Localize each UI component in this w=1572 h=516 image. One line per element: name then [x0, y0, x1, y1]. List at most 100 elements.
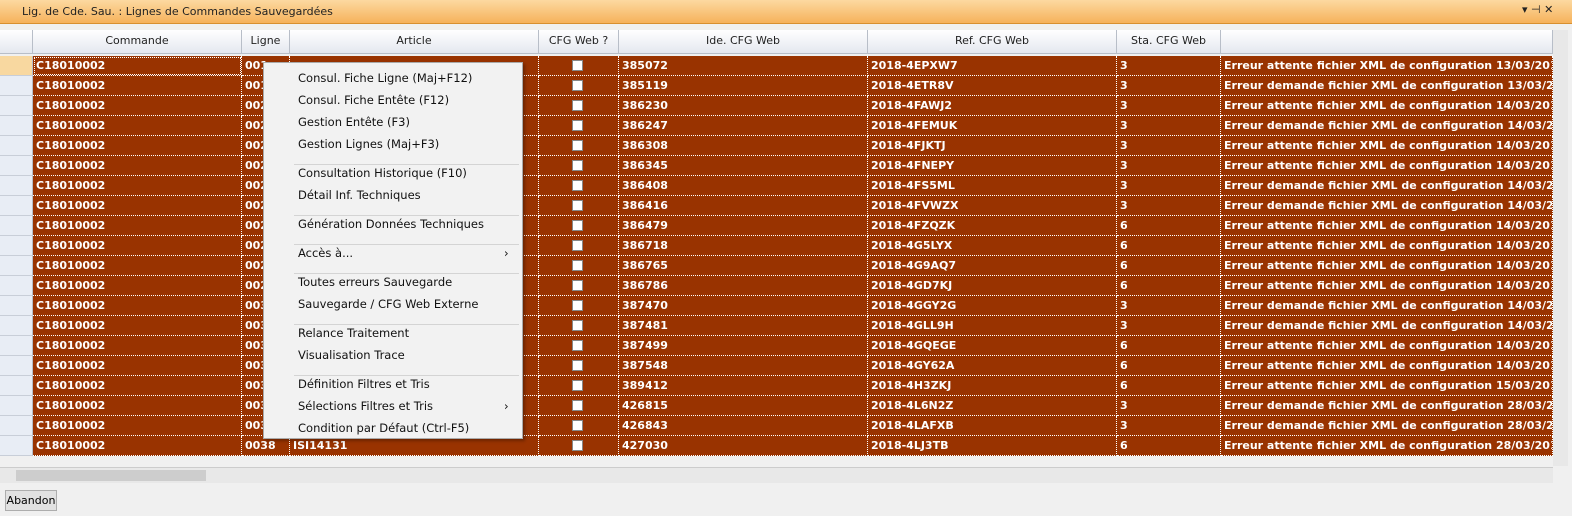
- checkbox[interactable]: [572, 140, 583, 151]
- table-cell[interactable]: C18010002: [33, 196, 242, 216]
- table-cell[interactable]: 3: [1117, 136, 1221, 156]
- table-cell[interactable]: 2018-4EPXW7: [868, 56, 1117, 76]
- table-cell[interactable]: 3: [1117, 416, 1221, 436]
- table-cell[interactable]: 6: [1117, 216, 1221, 236]
- table-cell[interactable]: Erreur demande fichier XML de configurat…: [1221, 196, 1553, 216]
- table-cell[interactable]: C18010002: [33, 276, 242, 296]
- table-cell[interactable]: Erreur demande fichier XML de configurat…: [1221, 316, 1553, 336]
- row-header[interactable]: [0, 56, 33, 76]
- table-cell[interactable]: 387481: [619, 316, 868, 336]
- menu-item[interactable]: Gestion Entête (F3): [298, 115, 410, 129]
- h-scrollbar[interactable]: [0, 467, 1553, 483]
- table-cell[interactable]: 426815: [619, 396, 868, 416]
- checkbox[interactable]: [572, 300, 583, 311]
- table-cell[interactable]: 386345: [619, 156, 868, 176]
- table-cell[interactable]: Erreur attente fichier XML de configurat…: [1221, 136, 1553, 156]
- row-header[interactable]: [0, 436, 33, 456]
- checkbox[interactable]: [572, 100, 583, 111]
- table-cell[interactable]: 2018-4FVWZX: [868, 196, 1117, 216]
- menu-item[interactable]: Visualisation Trace: [298, 348, 405, 362]
- table-cell[interactable]: 2018-4FS5ML: [868, 176, 1117, 196]
- column-header[interactable]: CFG Web ?: [539, 30, 619, 54]
- table-cell[interactable]: 6: [1117, 436, 1221, 456]
- menu-item[interactable]: Génération Données Techniques: [298, 217, 484, 231]
- checkbox[interactable]: [572, 280, 583, 291]
- table-cell[interactable]: 386230: [619, 96, 868, 116]
- table-cell[interactable]: 387470: [619, 296, 868, 316]
- menu-item[interactable]: Gestion Lignes (Maj+F3): [298, 137, 440, 151]
- checkbox[interactable]: [572, 340, 583, 351]
- menu-item[interactable]: Sauvegarde / CFG Web Externe: [298, 297, 479, 311]
- table-cell[interactable]: C18010002: [33, 56, 242, 76]
- table-cell[interactable]: 6: [1117, 256, 1221, 276]
- row-header[interactable]: [0, 256, 33, 276]
- table-cell[interactable]: 2018-4ETR8V: [868, 76, 1117, 96]
- abandon-button[interactable]: Abandon: [5, 490, 57, 511]
- table-cell[interactable]: Erreur demande fichier XML de configurat…: [1221, 176, 1553, 196]
- table-cell[interactable]: C18010002: [33, 136, 242, 156]
- table-cell[interactable]: 2018-4LAFXB: [868, 416, 1117, 436]
- row-header[interactable]: [0, 276, 33, 296]
- table-cell[interactable]: 386786: [619, 276, 868, 296]
- row-header[interactable]: [0, 176, 33, 196]
- table-cell[interactable]: ISI14131: [290, 436, 539, 456]
- table-cell[interactable]: 386416: [619, 196, 868, 216]
- table-cell[interactable]: Erreur demande fichier XML de configurat…: [1221, 76, 1553, 96]
- row-header[interactable]: [0, 296, 33, 316]
- table-cell[interactable]: C18010002: [33, 156, 242, 176]
- checkbox[interactable]: [572, 420, 583, 431]
- column-header[interactable]: Ide. CFG Web: [619, 30, 868, 54]
- table-cell[interactable]: 3: [1117, 316, 1221, 336]
- window-controls[interactable]: ▾ ⊣ ✕: [1522, 3, 1554, 16]
- table-cell[interactable]: C18010002: [33, 76, 242, 96]
- table-cell[interactable]: 2018-4G9AQ7: [868, 256, 1117, 276]
- menu-item[interactable]: Détail Inf. Techniques: [298, 188, 421, 202]
- table-cell[interactable]: 387548: [619, 356, 868, 376]
- checkbox[interactable]: [572, 180, 583, 191]
- table-cell[interactable]: 2018-4LJ3TB: [868, 436, 1117, 456]
- checkbox[interactable]: [572, 320, 583, 331]
- checkbox[interactable]: [572, 60, 583, 71]
- row-header[interactable]: [0, 76, 33, 96]
- checkbox[interactable]: [572, 440, 583, 451]
- row-header[interactable]: [0, 396, 33, 416]
- table-cell[interactable]: 3: [1117, 156, 1221, 176]
- menu-item[interactable]: Sélections Filtres et Tris: [298, 399, 434, 413]
- table-cell[interactable]: 3: [1117, 296, 1221, 316]
- menu-item[interactable]: Consul. Fiche Entête (F12): [298, 93, 450, 107]
- table-cell[interactable]: 2018-4GD7KJ: [868, 276, 1117, 296]
- table-cell[interactable]: 386479: [619, 216, 868, 236]
- table-cell[interactable]: 385072: [619, 56, 868, 76]
- column-header[interactable]: Article: [290, 30, 539, 54]
- table-cell[interactable]: 3: [1117, 56, 1221, 76]
- table-cell[interactable]: 3: [1117, 396, 1221, 416]
- table-cell[interactable]: C18010002: [33, 396, 242, 416]
- menu-item[interactable]: Relance Traitement: [298, 326, 410, 340]
- checkbox[interactable]: [572, 360, 583, 371]
- table-cell[interactable]: C18010002: [33, 216, 242, 236]
- table-cell[interactable]: 2018-4FEMUK: [868, 116, 1117, 136]
- table-cell[interactable]: 3: [1117, 76, 1221, 96]
- table-cell[interactable]: 0038: [242, 436, 290, 456]
- checkbox[interactable]: [572, 240, 583, 251]
- table-cell[interactable]: 387499: [619, 336, 868, 356]
- table-cell[interactable]: C18010002: [33, 236, 242, 256]
- table-cell[interactable]: 2018-4GY62A: [868, 356, 1117, 376]
- table-cell[interactable]: Erreur attente fichier XML de configurat…: [1221, 96, 1553, 116]
- table-cell[interactable]: C18010002: [33, 436, 242, 456]
- row-header[interactable]: [0, 376, 33, 396]
- column-header[interactable]: Ref. CFG Web: [868, 30, 1117, 54]
- table-cell[interactable]: 385119: [619, 76, 868, 96]
- table-cell[interactable]: Erreur attente fichier XML de configurat…: [1221, 336, 1553, 356]
- table-cell[interactable]: 389412: [619, 376, 868, 396]
- table-cell[interactable]: C18010002: [33, 176, 242, 196]
- table-cell[interactable]: C18010002: [33, 96, 242, 116]
- table-cell[interactable]: 386408: [619, 176, 868, 196]
- table-cell[interactable]: 2018-4GQEGE: [868, 336, 1117, 356]
- table-cell[interactable]: Erreur demande fichier XML de configurat…: [1221, 416, 1553, 436]
- column-header[interactable]: Sta. CFG Web: [1117, 30, 1221, 54]
- table-cell[interactable]: 2018-4GLL9H: [868, 316, 1117, 336]
- table-cell[interactable]: Erreur demande fichier XML de configurat…: [1221, 396, 1553, 416]
- table-cell[interactable]: C18010002: [33, 416, 242, 436]
- table-cell[interactable]: 2018-4GGY2G: [868, 296, 1117, 316]
